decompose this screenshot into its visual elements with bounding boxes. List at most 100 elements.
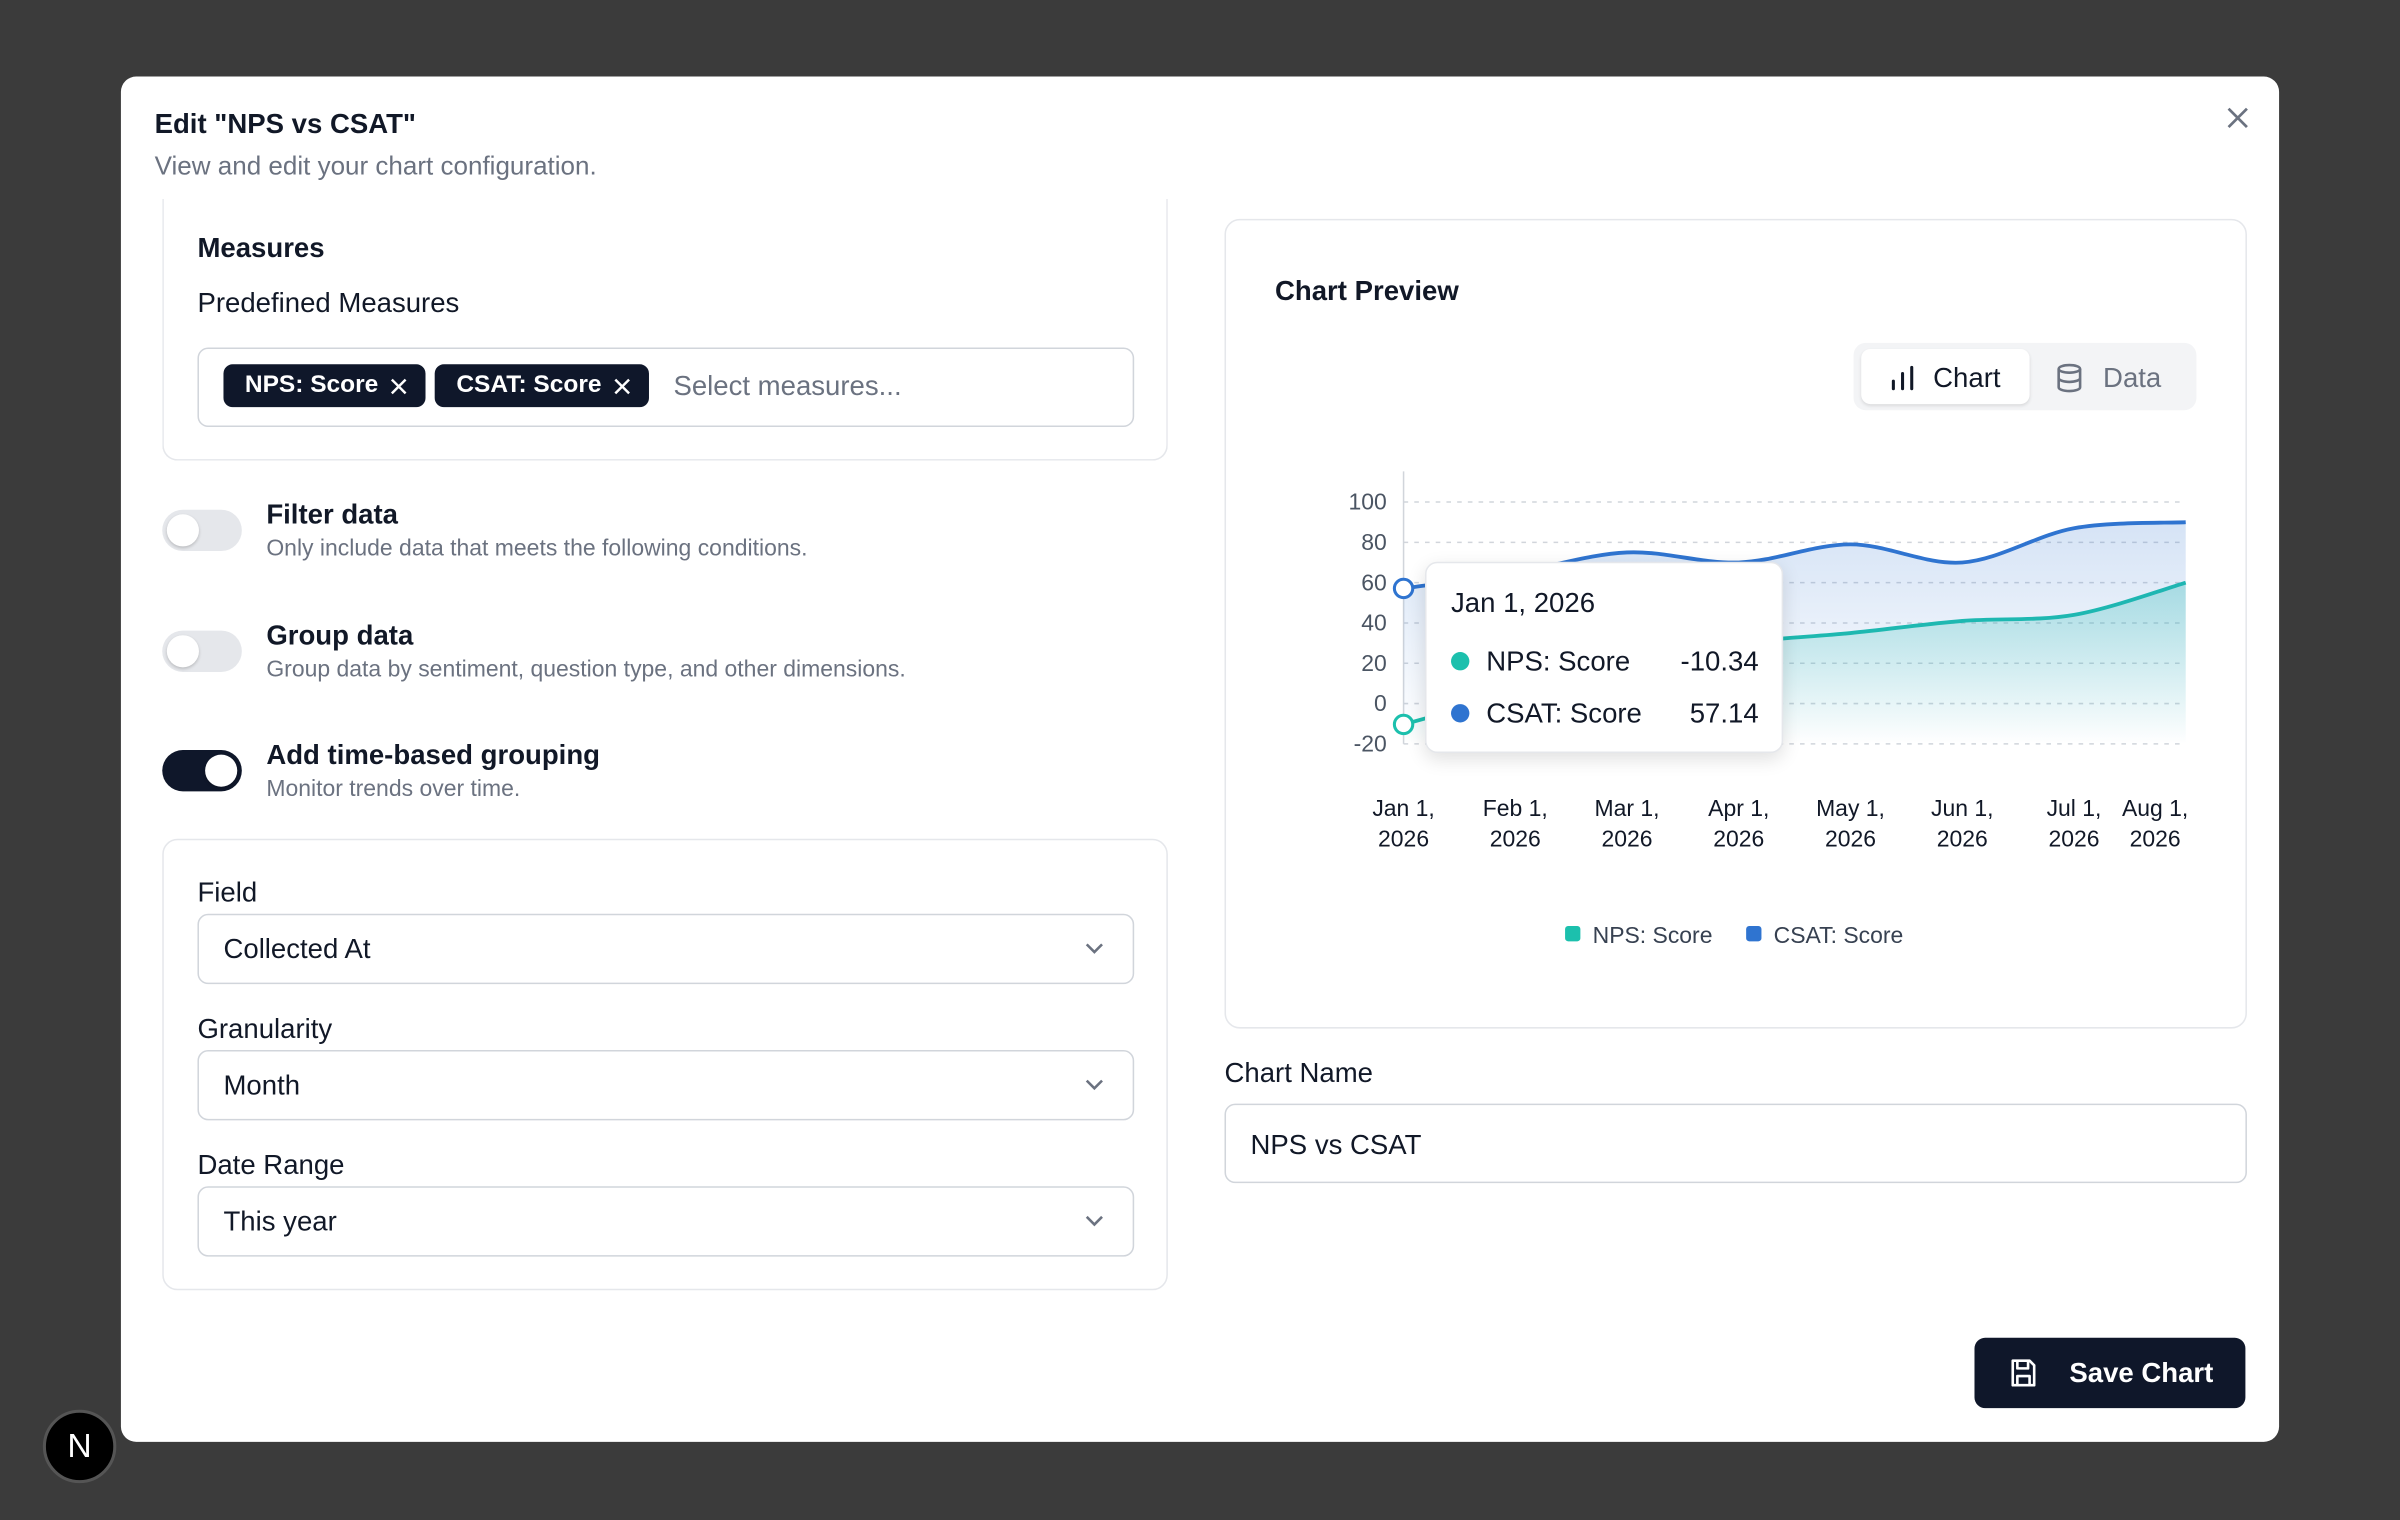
tab-label[interactable]: Data (2103, 362, 2162, 394)
chart-name-label: Chart Name (1224, 1057, 1374, 1089)
chart-name-value: NPS vs CSAT (1250, 1129, 1422, 1161)
save-button[interactable]: Save Chart (1974, 1337, 2246, 1409)
select-value: This year (223, 1206, 337, 1237)
toggle[interactable] (162, 629, 242, 672)
x-tick-label: Jun 1, 2026 (1931, 795, 1994, 852)
measures-heading: Measures (197, 232, 325, 264)
chip-remove[interactable] (391, 377, 408, 394)
toggle[interactable] (162, 509, 242, 552)
legend-label: NPS: Score (1593, 922, 1713, 948)
x-tick-line: Jun 1, (1931, 795, 1994, 821)
measures-card: Measures Predefined Measures NPS: Score C… (162, 198, 1168, 461)
x-tick-label: Apr 1, 2026 (1708, 795, 1769, 852)
chip-label: CSAT: Score (456, 371, 602, 398)
toggle-description: Monitor trends over time. (266, 776, 521, 803)
dev-badge[interactable]: N (42, 1409, 117, 1484)
x-tick-line: 2026 (1602, 825, 1653, 851)
tab-bar: Chart Data (1853, 342, 2197, 411)
legend-label: CSAT: Score (1774, 922, 1904, 948)
y-tick-label: 80 (1361, 529, 1387, 555)
tooltip: Jan 1, 2026 NPS: Score -10.34 CSAT: Score 57… (1424, 561, 1784, 754)
chevron (1085, 1215, 1103, 1227)
preview-title: Chart Preview (1274, 275, 1459, 307)
x-tick-label: Feb 1, 2026 (1483, 795, 1548, 852)
y-tick-label: 60 (1361, 569, 1387, 595)
placeholder: Select measures... (673, 369, 902, 401)
toggle-knob (166, 514, 199, 547)
legend: NPS: Score CSAT: Score (1565, 922, 1903, 948)
x-tick-line: Jan 1, (1372, 795, 1435, 821)
field-label: Field (197, 877, 258, 908)
x-tick-line: Feb 1, (1483, 795, 1548, 821)
x-tick-label: Jan 1, 2026 (1372, 795, 1435, 852)
save-label: Save Chart (2069, 1357, 2214, 1389)
select[interactable]: Month (197, 1049, 1135, 1121)
legend-swatch (1746, 926, 1762, 942)
toggle-title: Group data (266, 619, 414, 650)
y-tick-label: 40 (1361, 610, 1387, 636)
x-tick-label: Aug 1, 2026 (2122, 795, 2188, 852)
x-tick-label: Mar 1, 2026 (1595, 795, 1660, 852)
save-icon (2011, 1359, 2036, 1387)
x-tick-line: 2026 (1490, 825, 1541, 851)
tooltip-value: 57.14 (1689, 697, 1759, 729)
chart-name-input[interactable]: NPS vs CSAT (1224, 1103, 2247, 1184)
measure-select[interactable]: NPS: Score CSAT: Score Select measures... (197, 347, 1135, 428)
select[interactable]: Collected At (197, 913, 1135, 985)
x-tick-line: Jul 1, (2047, 795, 2102, 821)
chip-label: NPS: Score (244, 371, 379, 398)
chip-remove[interactable] (614, 377, 631, 394)
tooltip-name: NPS: Score (1486, 645, 1631, 677)
x-tick-line: 2026 (1713, 825, 1764, 851)
measure-chip[interactable]: CSAT: Score (434, 364, 649, 408)
data-icon (2057, 363, 2082, 393)
legend-swatch (1565, 926, 1581, 942)
toggle-title: Add time-based grouping (266, 739, 600, 770)
time-grouping-card: Field Collected At Granularity Month Date Ra… (162, 838, 1168, 1291)
toggle-description: Only include data that meets the followi… (266, 535, 808, 562)
tooltip-dot (1451, 652, 1470, 671)
tooltip-value: -10.34 (1680, 645, 1759, 677)
x-tick-line: 2026 (2130, 825, 2181, 851)
y-tick-label: 20 (1361, 650, 1387, 676)
toggle[interactable] (162, 749, 242, 792)
select[interactable]: This year (197, 1186, 1135, 1257)
tab-label: Chart (1933, 362, 2001, 394)
tab-active[interactable]: Chart (1861, 348, 2030, 405)
hover-point (1392, 577, 1415, 600)
toggle-title: Filter data (266, 498, 399, 530)
dialog-title: Edit "NPS vs CSAT" (154, 108, 416, 140)
y-tick-label: 0 (1374, 690, 1387, 716)
dialog: Edit "NPS vs CSAT" View and edit your ch… (120, 76, 2280, 1442)
chart-icon (1891, 365, 1914, 391)
select-value: Collected At (223, 933, 371, 965)
toggle-knob (166, 634, 199, 667)
field-label: Granularity (197, 1013, 333, 1044)
x-tick-line: 2026 (2048, 825, 2099, 851)
x-tick-label: May 1, 2026 (1816, 795, 1885, 852)
measure-chip[interactable]: NPS: Score (223, 364, 426, 408)
toggle-description: Group data by sentiment, question type, … (266, 655, 906, 682)
y-tick-label: 100 (1348, 489, 1386, 515)
chevron (1085, 943, 1103, 954)
close-button[interactable] (2226, 106, 2250, 130)
chevron (1085, 1079, 1103, 1091)
y-tick-label: -20 (1354, 731, 1387, 757)
toggle-knob (205, 754, 238, 787)
chip-list: NPS: Score CSAT: Score Select measures... (223, 364, 902, 408)
x-tick-label: Jul 1, 2026 (2047, 795, 2102, 852)
hover-point (1392, 713, 1415, 736)
x-tick-line: Aug 1, (2122, 795, 2188, 821)
x-tick-line: 2026 (1378, 825, 1429, 851)
measures-label: Predefined Measures (197, 287, 460, 319)
tooltip-title: Jan 1, 2026 (1451, 587, 1596, 619)
dialog-subtitle: View and edit your chart configuration. (154, 151, 597, 181)
x-tick-line: Mar 1, (1595, 795, 1660, 821)
x-tick-line: 2026 (1825, 825, 1876, 851)
select-value: Month (223, 1069, 301, 1101)
tooltip-dot (1451, 704, 1470, 723)
tooltip-name: CSAT: Score (1486, 697, 1642, 729)
